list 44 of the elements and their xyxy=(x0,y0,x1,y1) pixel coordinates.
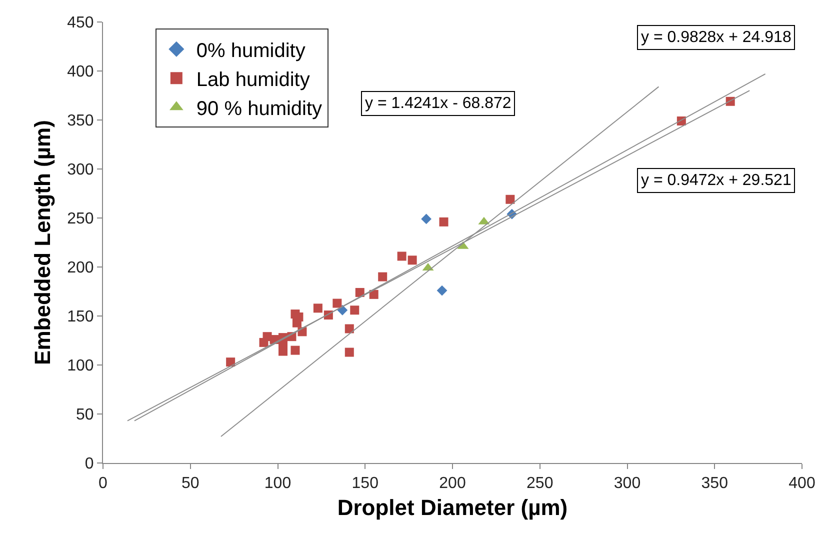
x-tick-label: 100 xyxy=(264,475,292,492)
y-tick-label: 400 xyxy=(67,64,94,81)
legend-label: 0% humidity xyxy=(196,40,306,62)
point xyxy=(290,346,300,355)
x-tick-label: 300 xyxy=(614,475,641,492)
point xyxy=(408,256,417,265)
point xyxy=(344,324,354,334)
y-tick-label: 100 xyxy=(67,358,94,375)
x-axis-title: Droplet Diameter (µm) xyxy=(337,495,568,520)
x-tick-label: 200 xyxy=(439,475,466,492)
y-tick-label: 200 xyxy=(67,260,94,277)
x-tick-label: 150 xyxy=(352,475,379,492)
point xyxy=(439,217,448,226)
legend-label: Lab humidity xyxy=(196,68,310,91)
point xyxy=(369,290,378,299)
point xyxy=(378,272,388,282)
point xyxy=(292,318,302,328)
y-tick-label: 0 xyxy=(84,456,94,473)
point xyxy=(355,288,364,297)
point xyxy=(421,214,432,224)
point xyxy=(313,304,322,313)
point xyxy=(259,338,268,347)
annotation: y = 1.4241x - 68.872 xyxy=(365,95,512,112)
x-tick-label: 50 xyxy=(181,475,200,492)
point xyxy=(436,285,448,296)
point xyxy=(397,252,406,261)
point xyxy=(350,306,360,315)
y-tick-label: 50 xyxy=(76,406,94,424)
point xyxy=(506,194,515,204)
x-tick-label: 350 xyxy=(701,475,728,492)
point xyxy=(344,348,354,357)
annotation: y = 0.9472x + 29.521 xyxy=(641,172,792,189)
y-tick-label: 150 xyxy=(67,308,94,326)
legend-label: 90 % humidity xyxy=(196,98,322,120)
x-tick-label: 400 xyxy=(788,475,816,492)
y-tick-label: 250 xyxy=(67,210,94,228)
x-tick-label: 0 xyxy=(98,475,108,492)
y-tick-label: 350 xyxy=(67,112,94,130)
annotation: y = 0.9828x + 24.918 xyxy=(641,29,792,46)
y-axis-title: Embedded Length (µm) xyxy=(30,120,55,365)
y-tick-label: 450 xyxy=(67,14,94,32)
x-tick-label: 250 xyxy=(526,475,554,492)
y-tick-label: 300 xyxy=(67,162,94,179)
point xyxy=(332,298,342,308)
